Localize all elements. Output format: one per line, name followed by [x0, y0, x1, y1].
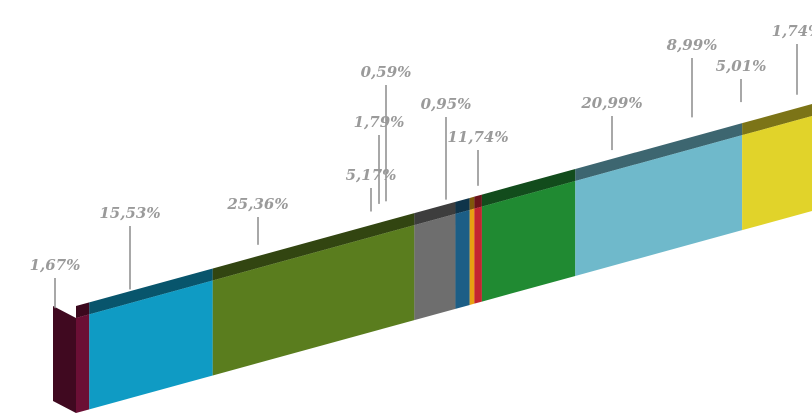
- bar-front-2: [212, 225, 415, 376]
- bar-top-6: [474, 194, 482, 209]
- bar-top-4: [455, 197, 470, 214]
- bar-front-6: [474, 206, 482, 304]
- bar-top-3: [414, 201, 456, 226]
- bar-top-2: [212, 213, 415, 281]
- percentage-label-9: 8,99%: [667, 36, 718, 54]
- bar-top-9: [742, 104, 812, 136]
- percentage-label-0: 1,67%: [30, 256, 81, 274]
- percentage-labels: 1,67% 15,53% 25,36% 5,17% 1,79% 0,59% 0,95% 11,…: [30, 22, 812, 274]
- percentage-label-2: 25,36%: [226, 195, 288, 213]
- bar-top-7: [481, 168, 576, 207]
- bar-front-1: [89, 280, 213, 410]
- percentage-label-8: 20,99%: [580, 94, 642, 112]
- bar-front-4: [455, 209, 470, 309]
- percentage-label-11: 1,74%: [772, 22, 812, 40]
- bar-top-5: [469, 196, 475, 210]
- percentage-label-4: 1,79%: [354, 113, 405, 131]
- percentage-label-7: 11,74%: [447, 128, 508, 146]
- bar-front-5: [469, 208, 475, 305]
- bar-left-cap: [53, 306, 76, 413]
- bar-front-3: [414, 213, 456, 321]
- bar-front-8: [575, 135, 743, 276]
- leader-lines: [54, 44, 798, 309]
- bar-front-7: [481, 180, 576, 302]
- percentage-label-3: 5,17%: [346, 166, 397, 184]
- percentage-label-1: 15,53%: [99, 204, 160, 222]
- bar-front-0: [76, 314, 90, 413]
- bar-segments: [53, 104, 812, 413]
- bar-top-0: [76, 302, 90, 318]
- percentage-label-5: 0,59%: [361, 63, 412, 81]
- percentage-label-6: 0,95%: [421, 95, 472, 113]
- bar-top-1: [89, 268, 213, 315]
- bar-top-8: [575, 123, 743, 181]
- percentage-label-10: 5,01%: [716, 57, 767, 75]
- bar-front-9: [742, 116, 812, 231]
